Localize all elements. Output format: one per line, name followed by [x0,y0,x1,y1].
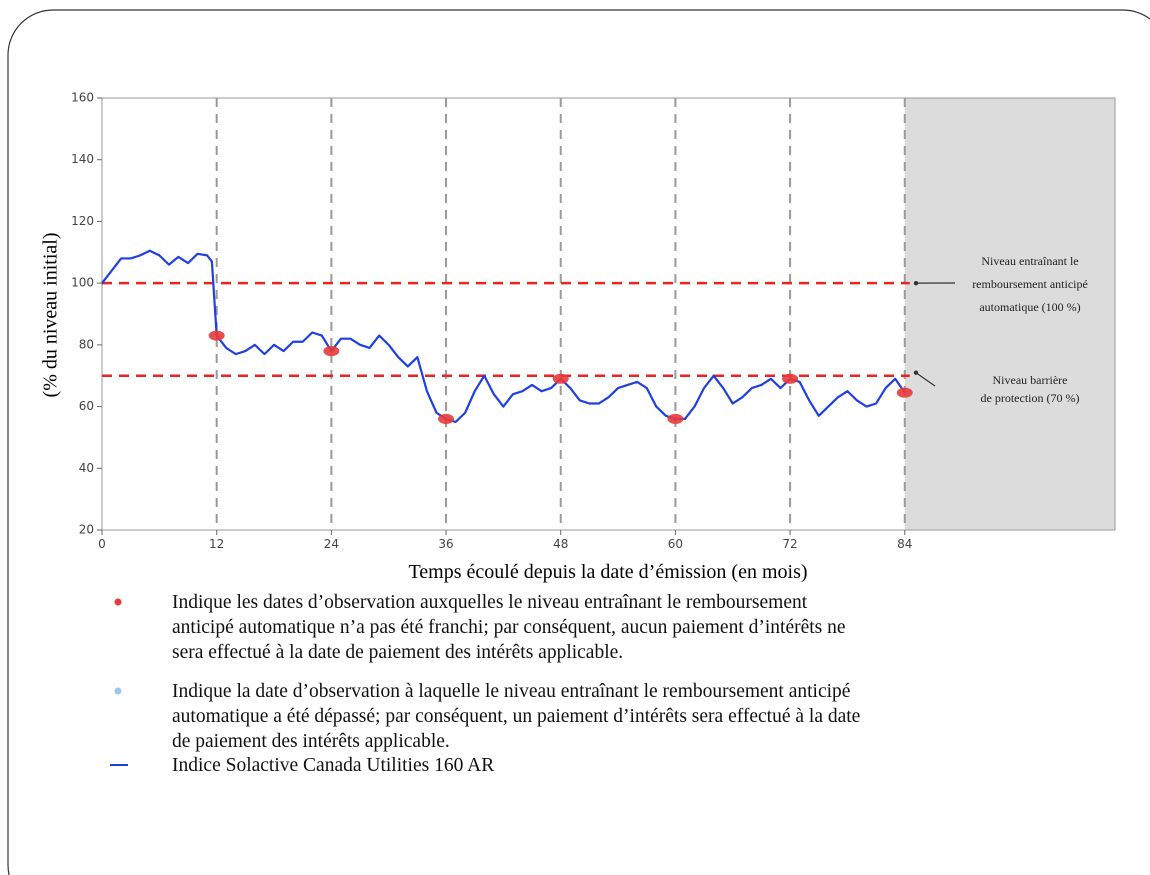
legend-text: Indice Solactive Canada Utilities 160 AR [172,755,494,776]
shaded-region [904,98,1115,530]
card [7,9,1150,875]
annotation: Niveau entraînant le [981,254,1078,268]
legend-text: Indique les dates d’observation auxquell… [172,592,808,613]
y-tick-label: 100 [71,276,94,290]
y-tick-label: 60 [79,399,94,413]
legend-text: Indique la date d’observation à laquelle… [172,681,850,702]
legend-marker [114,598,122,606]
observation-dot [208,330,225,341]
annotation-arrow [915,372,936,387]
x-tick-label: 48 [553,537,568,551]
observation-dot [667,413,684,424]
x-tick-label: 24 [324,537,339,551]
annotation: Niveau barrière [993,373,1068,387]
annotation: remboursement anticipé [972,277,1088,291]
x-axis-label: Temps écoulé depuis la date d’émission (… [408,561,807,583]
plot-frame [101,97,1116,531]
y-tick-label: 140 [71,152,94,166]
observation-dot [438,413,455,424]
series-line [101,249,906,424]
legend-text: automatique a été dépassé; par conséquen… [172,706,860,727]
y-tick-label: 80 [79,337,94,351]
observation-dot [323,346,340,357]
legend-text: anticipé automatique n’a pas été franchi… [172,617,846,638]
x-tick-label: 84 [897,537,912,551]
x-tick-label: 0 [98,537,106,551]
y-tick-label: 120 [71,214,94,228]
observation-dot [552,373,569,384]
observation-dot [782,373,799,384]
legend-text: de paiement des intérêts applicable. [172,731,450,752]
legend-marker [114,687,122,695]
annotation: de protection (70 %) [981,391,1080,405]
y-tick-label: 40 [79,461,94,475]
annotation-arrow-head [913,370,919,375]
y-tick-label: 160 [71,91,94,105]
annotation-arrow-head [913,280,919,286]
x-tick-label: 72 [782,537,797,551]
y-tick-label: 20 [79,523,94,537]
x-tick-label: 60 [668,537,683,551]
legend-text: sera effectué à la date de paiement des … [172,642,623,663]
observation-dot [896,387,913,398]
annotation: automatique (100 %) [979,300,1080,314]
x-tick-label: 36 [438,537,453,551]
y-axis-label: (% du niveau initial) [40,233,62,398]
x-tick-label: 12 [209,537,224,551]
